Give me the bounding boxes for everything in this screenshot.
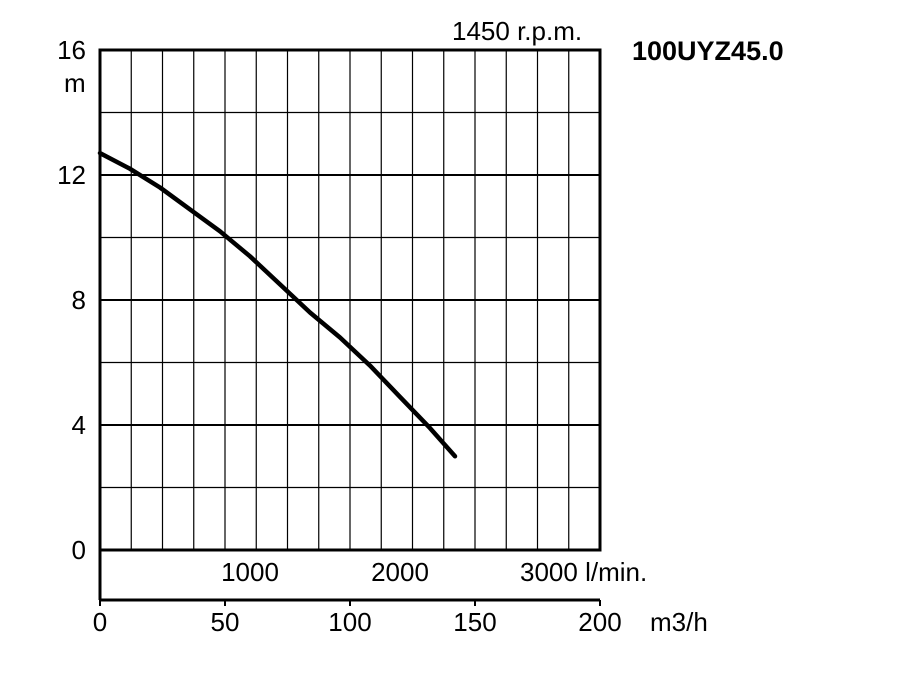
- grid: [98, 50, 600, 600]
- axis-labels: 0 4 8 12 16 0 50 100 150 200 1000 2000 3000 l/min.: [57, 35, 647, 637]
- y-axis-unit: m: [64, 68, 86, 98]
- secondary-x-tick-label: 1000: [221, 557, 279, 587]
- y-tick-label: 12: [57, 160, 86, 190]
- y-tick-label: 4: [72, 410, 86, 440]
- y-tick-label: 0: [72, 535, 86, 565]
- x-tick-label: 0: [93, 607, 107, 637]
- x-tick-label: 100: [328, 607, 371, 637]
- y-tick-label: 16: [57, 35, 86, 65]
- secondary-x-tick-label: 3000 l/min.: [520, 557, 647, 587]
- x-axis-unit: m3/h: [650, 607, 708, 637]
- head-flow-curve: [97, 150, 458, 459]
- speed-label: 1450 r.p.m.: [452, 16, 582, 46]
- x-tick-label: 200: [578, 607, 621, 637]
- x-tick-label: 50: [211, 607, 240, 637]
- y-tick-label: 8: [72, 285, 86, 315]
- plot-frame: [98, 48, 602, 552]
- x-tick-label: 150: [453, 607, 496, 637]
- secondary-x-tick-label: 2000: [371, 557, 429, 587]
- chart-title: 100UYZ45.0: [632, 36, 784, 66]
